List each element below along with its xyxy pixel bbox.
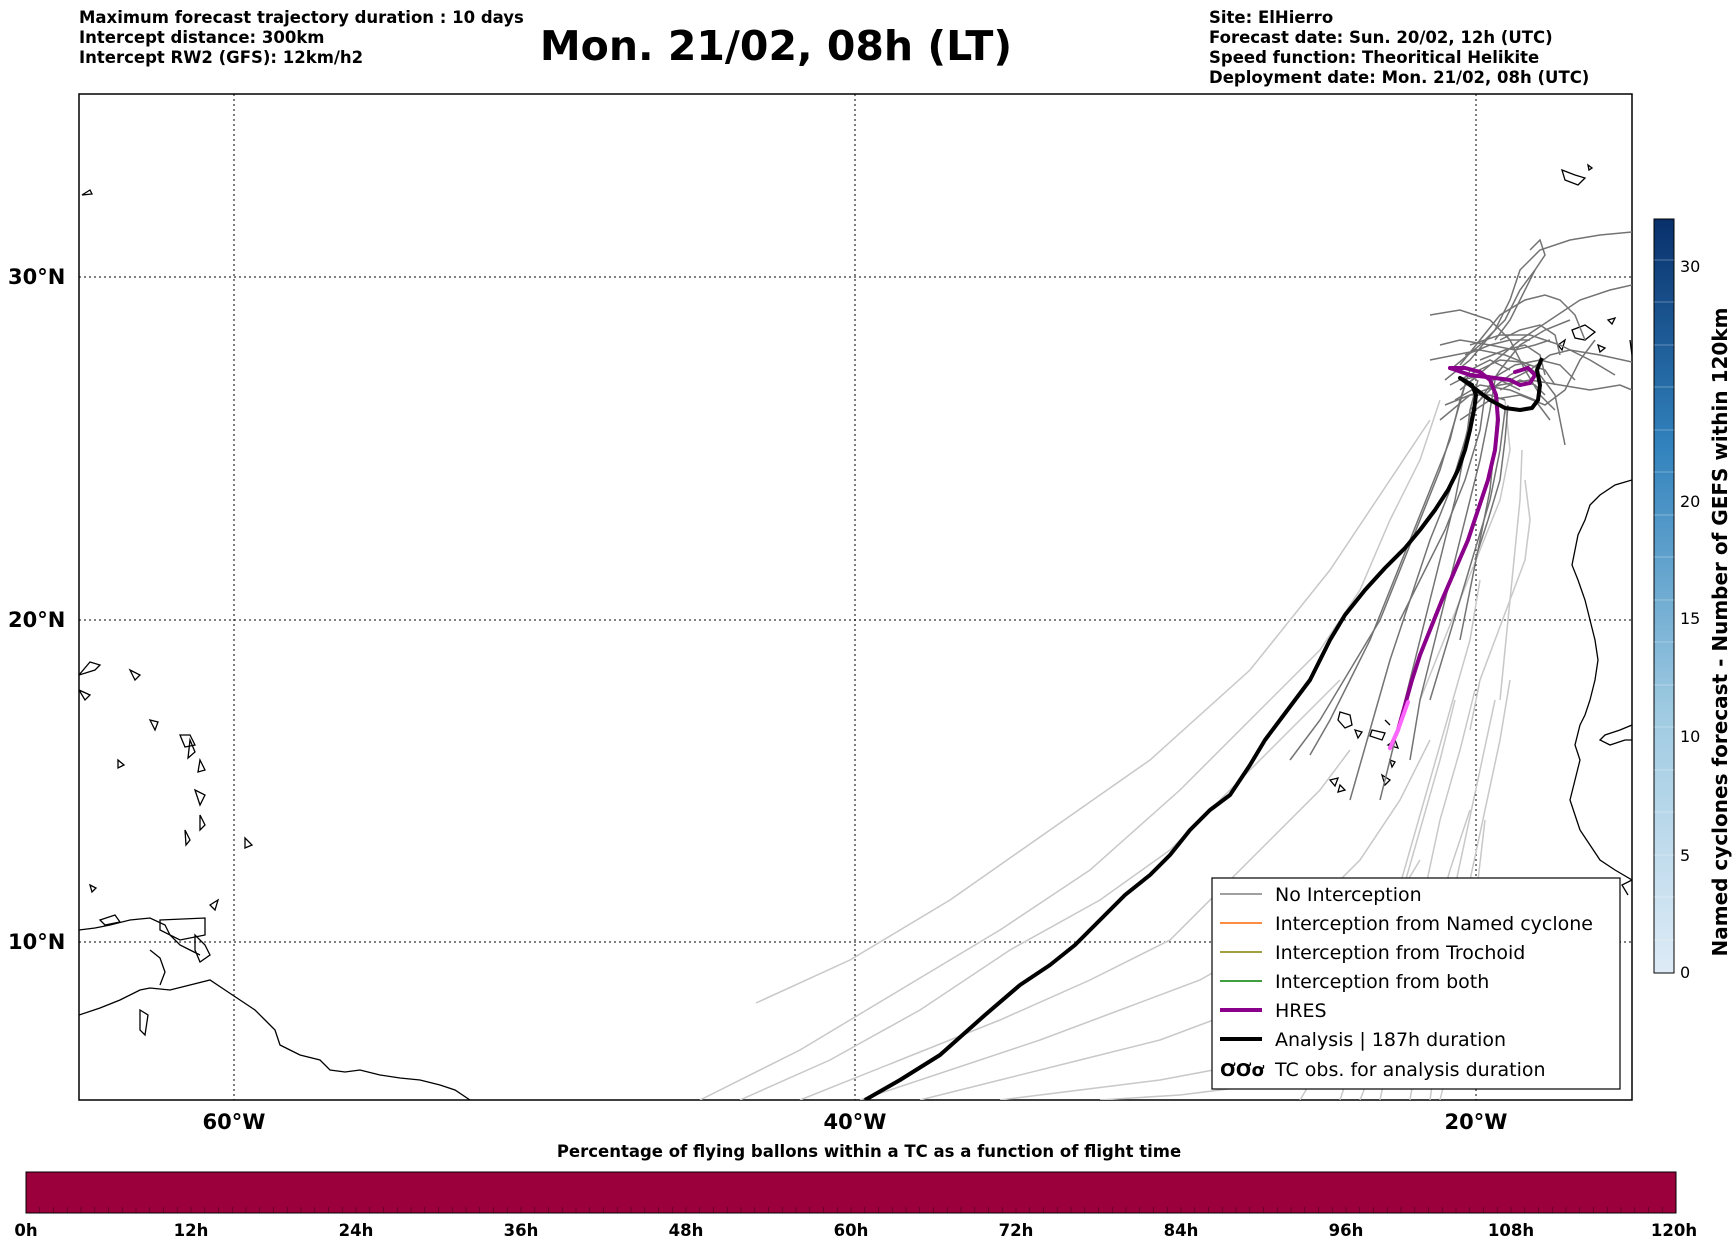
colorbar-right-gradient [1653,218,1675,974]
time-tick-48h: 48h [669,1221,704,1240]
colorbar-bottom: Percentage of flying ballons within a TC… [14,1142,1697,1240]
lon-label-20w: 20°W [1445,1110,1508,1134]
legend: No Interception Interception from Named … [1211,877,1621,1090]
time-tick-60h: 60h [834,1221,869,1240]
colorbar-bottom-bar [25,1171,1677,1214]
lat-label-10n: 10°N [8,930,65,954]
lon-labels: 60°W 40°W 20°W [203,1110,1508,1134]
lat-label-30n: 30°N [8,265,65,289]
coastlines [79,163,1632,1100]
analysis-trajectory [864,357,1544,1100]
colorbar-right-label: Named cyclones forecast - Number of GEFS… [1708,308,1732,957]
colorbar-right: 0 5 10 15 20 30 Named cyclones forecast … [1653,218,1732,982]
gridlines [79,94,1632,1100]
time-tick-12h: 12h [174,1221,209,1240]
colorbar-right-tick-30: 30 [1680,257,1700,276]
time-tick-72h: 72h [999,1221,1034,1240]
lon-label-60w: 60°W [203,1110,266,1134]
legend-label-tc-obs: TC obs. for analysis duration [1274,1059,1546,1081]
legend-swatch-tc-obs: ƠƠơ [1220,1060,1264,1081]
legend-label-no-interception: No Interception [1275,884,1422,906]
legend-label-trochoid: Interception from Trochoid [1275,942,1525,964]
legend-label-both: Interception from both [1275,971,1489,993]
site-text: Site: ElHierro [1209,8,1334,27]
time-tick-24h: 24h [339,1221,374,1240]
legend-label-named-cyclone: Interception from Named cyclone [1275,913,1593,935]
colorbar-right-tick-10: 10 [1680,727,1700,746]
lat-label-20n: 20°N [8,608,65,632]
time-tick-0h: 0h [14,1221,37,1240]
colorbar-right-tick-5: 5 [1680,846,1690,865]
header-left-info: Maximum forecast trajectory duration : 1… [79,8,524,68]
gefs-trajectories [1289,231,1632,801]
title-text: Mon. 21/02, 08h (LT) [539,22,1013,70]
legend-box [1211,877,1621,1090]
intercept-rw2-text: Intercept RW2 (GFS): 12km/h2 [79,48,364,67]
time-tick-36h: 36h [504,1221,539,1240]
intercept-distance-text: Intercept distance: 300km [79,28,325,47]
page-title: Mon. 21/02, 08h (LT) [0,22,1732,70]
header-right-info: Site: ElHierro Forecast date: Sun. 20/02… [1209,8,1589,88]
forecast-date-text: Forecast date: Sun. 20/02, 12h (UTC) [1209,28,1553,47]
time-tick-108h: 108h [1488,1221,1534,1240]
max-duration-text: Maximum forecast trajectory duration : 1… [79,8,524,27]
lat-labels: 30°N 20°N 10°N [8,265,65,954]
legend-label-hres: HRES [1275,1000,1327,1022]
time-tick-96h: 96h [1329,1221,1364,1240]
colorbar-right-tick-20: 20 [1680,492,1700,511]
legend-label-analysis: Analysis | 187h duration [1275,1029,1506,1051]
time-tick-120h: 120h [1651,1221,1697,1240]
deployment-date-text: Deployment date: Mon. 21/02, 08h (UTC) [1209,68,1590,87]
lon-label-40w: 40°W [824,1110,887,1134]
time-tick-84h: 84h [1164,1221,1199,1240]
speed-function-text: Speed function: Theoritical Helikite [1209,48,1540,67]
hres-trajectory [1388,365,1538,750]
colorbar-right-tick-0: 0 [1680,963,1690,982]
colorbar-bottom-title: Percentage of flying ballons within a TC… [557,1142,1181,1161]
colorbar-right-tick-15: 15 [1680,609,1700,628]
